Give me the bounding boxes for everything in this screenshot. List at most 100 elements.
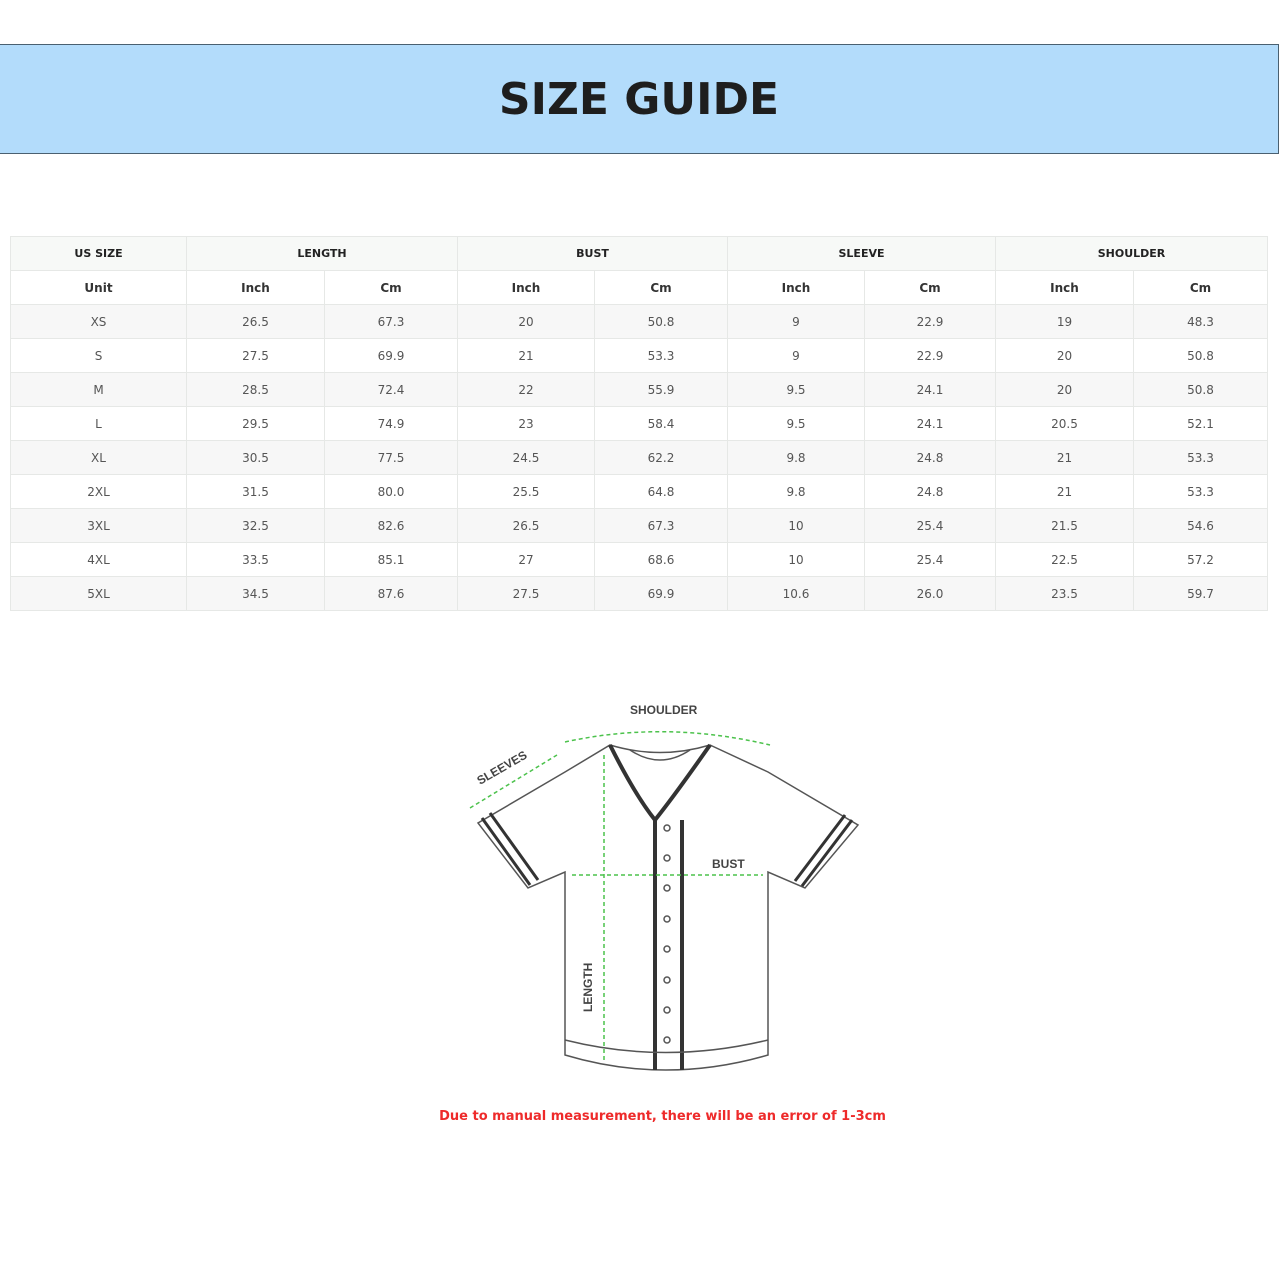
table-cell: Inch (995, 270, 1134, 305)
table-cell: 9 (727, 338, 865, 373)
table-row: S 27.5 69.9 21 53.3 9 22.9 20 50.8 (10, 338, 1269, 373)
table-cell: 50.8 (1132, 372, 1269, 407)
table-cell: 74.9 (324, 406, 458, 441)
table-cell: 9.5 (727, 406, 865, 441)
table-cell: 24.1 (864, 406, 996, 441)
table-cell: 28.5 (186, 372, 325, 407)
table-cell: 77.5 (324, 440, 458, 475)
table-cell: S (10, 338, 187, 373)
table-cell: 67.3 (594, 508, 728, 543)
table-cell: 69.9 (324, 338, 458, 373)
table-cell: 22.9 (864, 304, 996, 339)
table-row: 4XL 33.5 85.1 27 68.6 10 25.4 22.5 57.2 (10, 542, 1269, 577)
table-row: 5XL 34.5 87.6 27.5 69.9 10.6 26.0 23.5 59.7 (10, 576, 1269, 611)
table-cell: 5XL (10, 576, 187, 611)
shirt-outline (476, 744, 860, 1071)
table-cell: 3XL (10, 508, 187, 543)
table-cell: 21.5 (995, 508, 1134, 543)
table-cell: 53.3 (594, 338, 728, 373)
table-cell: 20.5 (995, 406, 1134, 441)
group-header: LENGTH (186, 236, 458, 271)
table-cell: XS (10, 304, 187, 339)
table-cell: 10 (727, 542, 865, 577)
table-cell: 26.0 (864, 576, 996, 611)
table-cell: 10 (727, 508, 865, 543)
table-cell: 19 (995, 304, 1134, 339)
table-row: XL 30.5 77.5 24.5 62.2 9.8 24.8 21 53.3 (10, 440, 1269, 475)
sleeves-label: SLEEVES (475, 748, 530, 788)
table-cell: 24.5 (457, 440, 595, 475)
table-cell: 21 (995, 440, 1134, 475)
table-cell: 9.8 (727, 474, 865, 509)
table-cell: 21 (995, 474, 1134, 509)
size-table: US SIZE LENGTH BUST SLEEVE SHOULDER Unit… (10, 236, 1269, 611)
table-cell: 27.5 (457, 576, 595, 611)
sleeves-arrow (469, 754, 558, 809)
table-cell: 2XL (10, 474, 187, 509)
table-cell: 82.6 (324, 508, 458, 543)
table-cell: 22.5 (995, 542, 1134, 577)
table-cell: 23 (457, 406, 595, 441)
table-cell: 9 (727, 304, 865, 339)
table-cell: 58.4 (594, 406, 728, 441)
table-row: L 29.5 74.9 23 58.4 9.5 24.1 20.5 52.1 (10, 406, 1269, 441)
group-header-row: US SIZE LENGTH BUST SLEEVE SHOULDER (10, 236, 1269, 271)
table-cell: 20 (995, 372, 1134, 407)
table-cell: 48.3 (1132, 304, 1269, 339)
table-cell: 24.1 (864, 372, 996, 407)
table-cell: 72.4 (324, 372, 458, 407)
table-cell: 23.5 (995, 576, 1134, 611)
table-cell: 87.6 (324, 576, 458, 611)
table-cell: 52.1 (1132, 406, 1269, 441)
table-cell: 22 (457, 372, 595, 407)
table-row: 2XL 31.5 80.0 25.5 64.8 9.8 24.8 21 53.3 (10, 474, 1269, 509)
table-cell: 80.0 (324, 474, 458, 509)
shirt-diagram: SHOULDER SLEEVES BUST LENGTH (469, 703, 860, 1071)
table-cell: Inch (727, 270, 865, 305)
table-cell: 10.6 (727, 576, 865, 611)
table-cell: M (10, 372, 187, 407)
unit-header-row: Unit Inch Cm Inch Cm Inch Cm Inch Cm (10, 270, 1269, 305)
table-cell: 24.8 (864, 474, 996, 509)
table-cell: 54.6 (1132, 508, 1269, 543)
table-cell: 85.1 (324, 542, 458, 577)
table-cell: 26.5 (186, 304, 325, 339)
table-cell: 20 (995, 338, 1134, 373)
table-cell: 26.5 (457, 508, 595, 543)
table-cell: Unit (10, 270, 187, 305)
table-cell: 57.2 (1132, 542, 1269, 577)
table-cell: XL (10, 440, 187, 475)
group-header: SHOULDER (994, 236, 1269, 271)
shoulder-label: SHOULDER (630, 703, 698, 717)
table-cell: L (10, 406, 187, 441)
table-cell: 33.5 (186, 542, 325, 577)
table-cell: 55.9 (594, 372, 728, 407)
table-cell: 25.4 (864, 542, 996, 577)
table-cell: 4XL (10, 542, 187, 577)
title-banner: SIZE GUIDE (0, 44, 1279, 154)
table-cell: 62.2 (594, 440, 728, 475)
table-cell: 24.8 (864, 440, 996, 475)
table-cell: 53.3 (1132, 440, 1269, 475)
table-cell: 67.3 (324, 304, 458, 339)
table-cell: 50.8 (594, 304, 728, 339)
table-cell: 9.5 (727, 372, 865, 407)
table-cell: 9.8 (727, 440, 865, 475)
measurement-note: Due to manual measurement, there will be… (439, 1109, 886, 1124)
table-row: XS 26.5 67.3 20 50.8 9 22.9 19 48.3 (10, 304, 1269, 339)
table-cell: 21 (457, 338, 595, 373)
length-label: LENGTH (581, 963, 595, 1012)
table-cell: 29.5 (186, 406, 325, 441)
table-cell: Cm (1132, 270, 1269, 305)
table-cell: 32.5 (186, 508, 325, 543)
group-header: US SIZE (10, 236, 187, 271)
table-cell: 22.9 (864, 338, 996, 373)
table-cell: Cm (594, 270, 728, 305)
table-row: M 28.5 72.4 22 55.9 9.5 24.1 20 50.8 (10, 372, 1269, 407)
table-cell: 27.5 (186, 338, 325, 373)
table-cell: 25.5 (457, 474, 595, 509)
bust-label: BUST (712, 857, 745, 871)
table-cell: 27 (457, 542, 595, 577)
page-title: SIZE GUIDE (498, 73, 780, 125)
table-cell: 59.7 (1132, 576, 1269, 611)
